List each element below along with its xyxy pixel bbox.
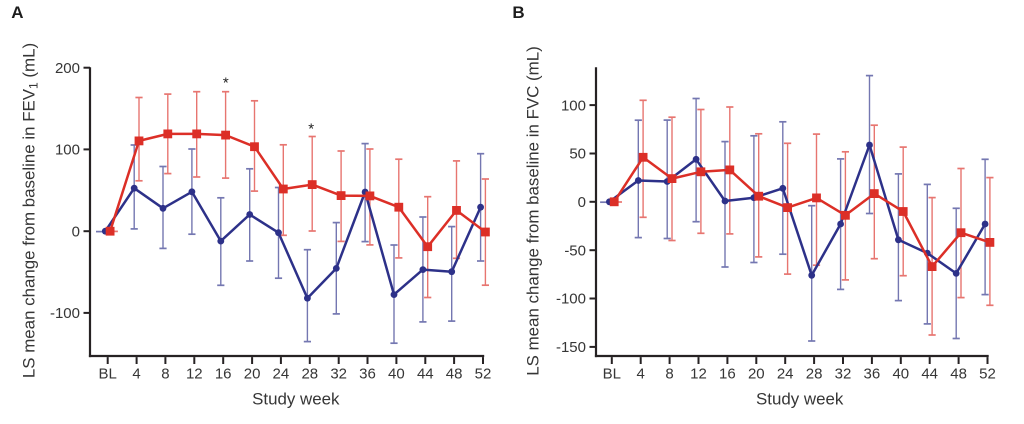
svg-text:52: 52 <box>475 365 492 382</box>
svg-text:100: 100 <box>561 97 586 114</box>
svg-text:50: 50 <box>569 146 586 163</box>
svg-text:-100: -100 <box>556 291 586 308</box>
svg-text:12: 12 <box>690 365 707 382</box>
svg-text:36: 36 <box>864 365 881 382</box>
svg-text:28: 28 <box>806 365 823 382</box>
svg-text:0: 0 <box>578 194 586 211</box>
svg-text:32: 32 <box>835 365 852 382</box>
svg-text:48: 48 <box>950 365 967 382</box>
svg-text:8: 8 <box>665 365 673 382</box>
svg-text:-100: -100 <box>50 305 80 322</box>
svg-text:B: B <box>512 3 524 22</box>
svg-text:28: 28 <box>301 365 318 382</box>
svg-text:36: 36 <box>359 365 376 382</box>
svg-text:-50: -50 <box>564 242 586 259</box>
svg-text:40: 40 <box>388 365 405 382</box>
svg-text:Study week: Study week <box>252 390 340 409</box>
svg-text:8: 8 <box>161 365 169 382</box>
svg-text:40: 40 <box>892 365 909 382</box>
svg-text:24: 24 <box>777 365 794 382</box>
svg-text:0: 0 <box>72 223 80 240</box>
svg-text:Study week: Study week <box>756 390 844 409</box>
svg-text:44: 44 <box>417 365 434 382</box>
svg-text:100: 100 <box>55 142 80 159</box>
svg-text:16: 16 <box>215 365 232 382</box>
svg-text:*: * <box>308 121 314 138</box>
svg-text:24: 24 <box>273 365 290 382</box>
svg-text:LS mean change from baseline i: LS mean change from baseline in FEV1 (mL… <box>20 43 41 378</box>
svg-text:A: A <box>11 3 23 22</box>
svg-text:4: 4 <box>132 365 140 382</box>
svg-text:200: 200 <box>55 60 80 77</box>
svg-text:48: 48 <box>446 365 463 382</box>
svg-text:*: * <box>223 75 229 92</box>
svg-text:20: 20 <box>244 365 261 382</box>
svg-text:LS mean change from baseline i: LS mean change from baseline in FVC (mL) <box>524 46 543 376</box>
svg-text:52: 52 <box>979 365 996 382</box>
svg-text:44: 44 <box>921 365 938 382</box>
svg-text:12: 12 <box>186 365 203 382</box>
svg-text:BL: BL <box>99 365 117 382</box>
svg-text:20: 20 <box>748 365 765 382</box>
svg-text:BL: BL <box>603 365 621 382</box>
svg-text:4: 4 <box>637 365 645 382</box>
svg-text:32: 32 <box>330 365 347 382</box>
svg-text:-150: -150 <box>556 339 586 356</box>
svg-text:16: 16 <box>719 365 736 382</box>
